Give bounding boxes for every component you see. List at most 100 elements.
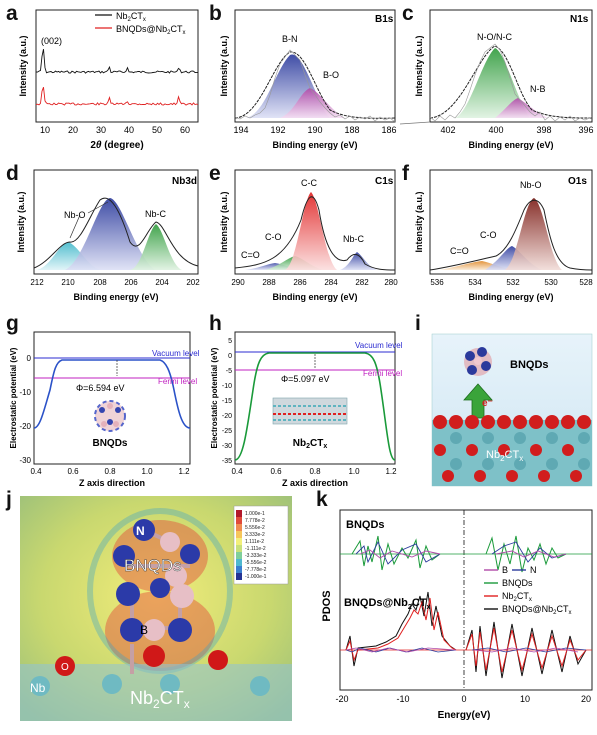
svg-text:288: 288 xyxy=(262,278,276,287)
g-y-label: Electrostatic potential (eV) xyxy=(9,347,18,448)
panel-label-e: e xyxy=(209,162,221,185)
nb3d-peak-nb-o-2 xyxy=(65,198,155,270)
svg-text:528: 528 xyxy=(579,278,593,287)
i-nb2ctx-label: Nb2CTx xyxy=(486,449,523,463)
svg-text:188: 188 xyxy=(344,125,359,135)
svg-text:60: 60 xyxy=(180,125,190,135)
h-work-function: Φ=5.097 eV xyxy=(281,374,329,384)
svg-text:Nb2CTx: Nb2CTx xyxy=(502,591,532,603)
n1s-x-label: Binding energy (eV) xyxy=(468,140,553,150)
xrd-legend-2: BNQDs@Nb2CTx xyxy=(116,24,186,36)
svg-text:-10: -10 xyxy=(19,388,31,397)
k-top-label: BNQDs xyxy=(346,519,385,531)
xrd-y-label: Intensity (a.u.) xyxy=(18,35,28,96)
panel-label-j: j xyxy=(6,488,12,511)
b1s-label-b-o: B-O xyxy=(323,70,339,80)
panel-b-b1s: B1s B-N B-O 194 192 190 188 186 Binding … xyxy=(219,9,397,150)
nb3d-x-label: Binding energy (eV) xyxy=(73,292,158,302)
k-bottom-label: BNQDs@Nb2CTx xyxy=(344,597,430,611)
c1s-title: C1s xyxy=(375,176,394,187)
svg-text:284: 284 xyxy=(324,278,338,287)
svg-text:0.8: 0.8 xyxy=(104,467,116,476)
svg-text:0.4: 0.4 xyxy=(231,467,243,476)
svg-text:202: 202 xyxy=(186,278,200,287)
xrd-trace-nb2ctx xyxy=(35,49,198,74)
svg-text:186: 186 xyxy=(381,125,396,135)
o1s-y-label: Intensity (a.u.) xyxy=(414,191,424,252)
svg-text:-30: -30 xyxy=(222,443,232,450)
svg-text:BNQDs: BNQDs xyxy=(502,578,533,588)
h-x-label: Z axis direction xyxy=(282,478,348,488)
g-potential-curve xyxy=(33,359,191,429)
b1s-label-b-n: B-N xyxy=(282,34,298,44)
svg-text:-10: -10 xyxy=(396,694,409,704)
o1s-envelope xyxy=(429,199,593,271)
xrd-legend-1: Nb2CTx xyxy=(116,11,146,23)
h-fermi-label: Fermi level xyxy=(363,369,402,378)
h-y-ticks: 5 0 -5 -10 -15 -20 -25 -30 -35 xyxy=(222,338,232,465)
svg-text:-5.556e-2: -5.556e-2 xyxy=(245,560,267,566)
svg-text:210: 210 xyxy=(61,278,75,287)
svg-text:-30: -30 xyxy=(19,456,31,465)
j-nb-label: Nb xyxy=(30,681,46,695)
svg-text:0: 0 xyxy=(27,354,32,363)
svg-text:280: 280 xyxy=(384,278,398,287)
nb3d-x-ticks: 212 210 208 206 204 202 xyxy=(30,278,200,287)
svg-text:206: 206 xyxy=(124,278,138,287)
svg-text:3.333e-2: 3.333e-2 xyxy=(245,532,265,538)
c1s-label-c-eq-o: C=O xyxy=(241,250,260,260)
n1s-label-n-o: N-O/N-C xyxy=(477,32,512,42)
svg-text:50: 50 xyxy=(152,125,162,135)
svg-text:398: 398 xyxy=(536,125,551,135)
j-b-label: B xyxy=(140,623,148,637)
panel-label-c: c xyxy=(402,2,414,25)
j-colorbar: 1.000e-17.778e-2 5.556e-23.333e-2 1.111e… xyxy=(233,505,289,585)
k-x-label: Energy(eV) xyxy=(438,710,491,721)
svg-text:BNQDs@Nb2CTx: BNQDs@Nb2CTx xyxy=(502,604,572,616)
c1s-y-label: Intensity (a.u.) xyxy=(219,191,229,252)
svg-text:396: 396 xyxy=(578,125,593,135)
c1s-label-nb-c: Nb-C xyxy=(343,234,365,244)
svg-text:-10: -10 xyxy=(222,383,232,390)
c1s-x-label: Binding energy (eV) xyxy=(272,292,357,302)
h-nb2ctx-slab xyxy=(272,397,348,425)
k-x-ticks: -20 -10 0 10 20 xyxy=(335,694,591,704)
svg-text:1.0: 1.0 xyxy=(348,467,360,476)
h-vacuum-label: Vacuum level xyxy=(355,341,403,350)
b1s-raw-data xyxy=(234,49,396,123)
g-vacuum-label: Vacuum level xyxy=(152,349,200,358)
svg-text:10: 10 xyxy=(520,694,530,704)
k-y-label: PDOS xyxy=(321,590,333,621)
b1s-title: B1s xyxy=(375,14,394,25)
n1s-label-n-b: N-B xyxy=(530,84,546,94)
svg-text:5: 5 xyxy=(228,338,232,345)
i-bnqds-label: BNQDs xyxy=(510,359,549,371)
svg-text:1.000e-1: 1.000e-1 xyxy=(245,511,265,517)
n1s-raw-data xyxy=(429,43,593,122)
nb3d-envelope xyxy=(33,197,199,269)
panel-k-pdos: BNQDs BNQDs@Nb2CTx B N BNQDs Nb2CTx BNQD… xyxy=(321,509,593,721)
svg-text:1.0: 1.0 xyxy=(141,467,153,476)
xrd-peak-label: (002) xyxy=(41,36,62,46)
svg-text:290: 290 xyxy=(231,278,245,287)
panel-a-xrd: (002) Nb2CTx BNQDs@Nb2CTx 10 20 30 40 50… xyxy=(18,9,199,151)
h-y-label: Electrostatic potential (eV) xyxy=(210,347,219,448)
b1s-x-ticks: 194 192 190 188 186 xyxy=(233,125,396,135)
panel-label-g: g xyxy=(6,312,19,335)
j-bnqds-label: BNQDs xyxy=(124,556,182,575)
nb3d-y-label: Intensity (a.u.) xyxy=(16,191,26,252)
svg-text:282: 282 xyxy=(355,278,369,287)
c1s-peak-c-c xyxy=(285,192,337,270)
k-legend: B N BNQDs Nb2CTx BNQDs@Nb2CTx xyxy=(484,565,572,616)
h-molecule-label: Nb2CTx xyxy=(293,438,328,450)
svg-text:-15: -15 xyxy=(222,398,232,405)
c1s-label-c-o: C-O xyxy=(265,232,282,242)
panel-f-o1s: O1s Nb-O C-O C=O 536 534 532 530 528 Bin… xyxy=(414,169,593,302)
svg-text:286: 286 xyxy=(293,278,307,287)
svg-text:536: 536 xyxy=(430,278,444,287)
nb3d-label-nb-c: Nb-C xyxy=(145,209,167,219)
panel-e-c1s: C1s C-C C-O C=O Nb-C 290 288 286 284 282… xyxy=(219,169,398,302)
b1s-x-label: Binding energy (eV) xyxy=(272,140,357,150)
svg-text:0.6: 0.6 xyxy=(67,467,79,476)
n1s-title: N1s xyxy=(570,14,589,25)
